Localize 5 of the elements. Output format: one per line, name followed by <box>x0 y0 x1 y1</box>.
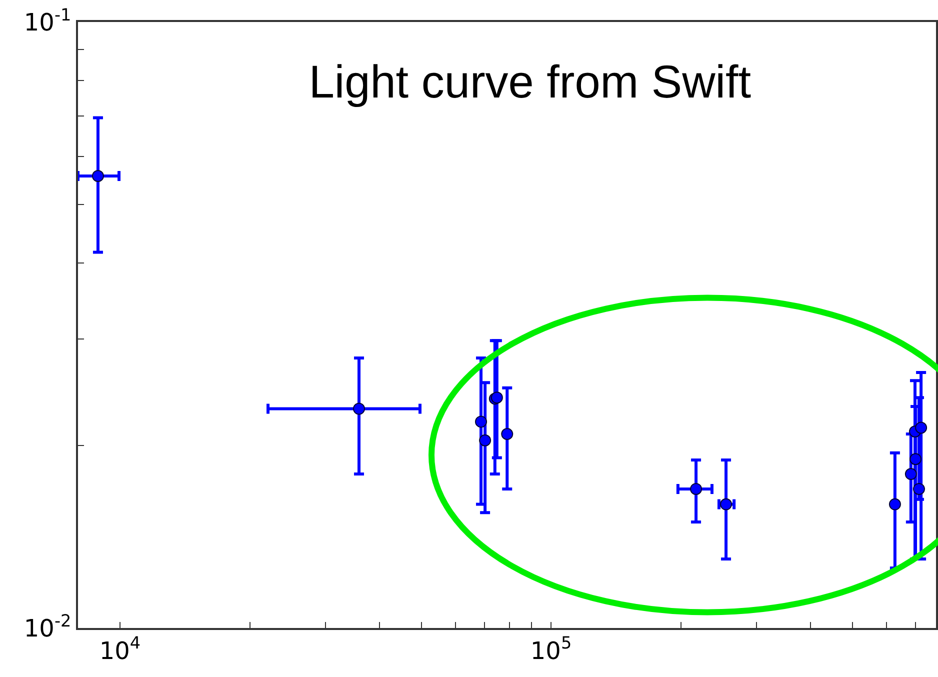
x-tick-label: 10$^{5}$ <box>530 632 572 665</box>
x-tick-label: 10$^{4}$ <box>99 632 141 665</box>
y-tick-label: 10$^{-1}$ <box>24 4 72 36</box>
y-tick-label: 10$^{-2}$ <box>24 610 72 642</box>
text: Light curve from Swift <box>308 55 752 108</box>
